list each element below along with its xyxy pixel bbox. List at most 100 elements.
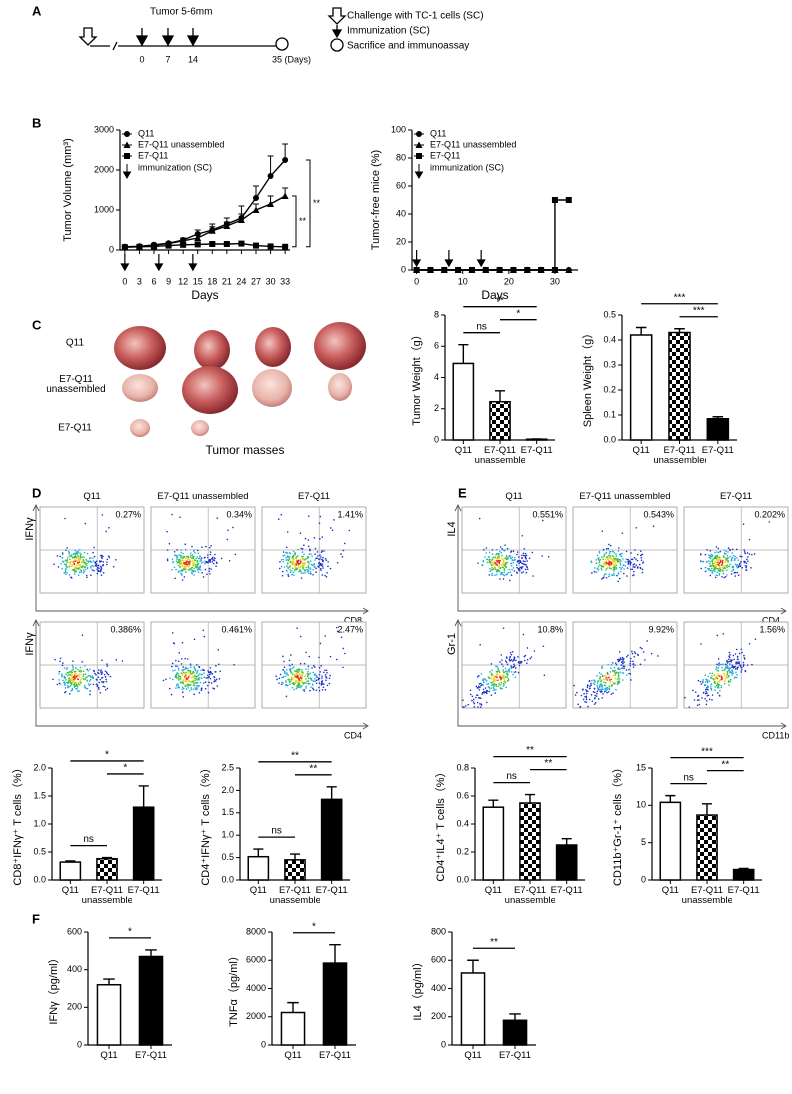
flow-dot bbox=[344, 543, 346, 545]
flow-dot bbox=[489, 671, 491, 673]
flow-dot bbox=[510, 652, 512, 654]
flow-dot bbox=[86, 669, 88, 671]
flow-percent: 0.386% bbox=[110, 624, 141, 634]
flow-dot bbox=[705, 674, 707, 676]
flow-column-label: E7-Q11 unassembled bbox=[575, 492, 675, 502]
flow-dot bbox=[287, 562, 289, 564]
flow-dot bbox=[326, 576, 328, 578]
flow-dot bbox=[499, 661, 501, 663]
flow-dot bbox=[499, 687, 501, 689]
flow-dot bbox=[188, 569, 190, 571]
flow-dot bbox=[744, 553, 746, 555]
flow-dot bbox=[68, 674, 70, 676]
flow-dot bbox=[709, 681, 711, 683]
flow-dot bbox=[58, 679, 60, 681]
flow-dot bbox=[79, 552, 81, 554]
flow-dot bbox=[201, 572, 203, 574]
flow-dot bbox=[640, 647, 642, 649]
flow-dot bbox=[194, 679, 196, 681]
flow-dot bbox=[79, 561, 81, 563]
significance-label: *** bbox=[693, 305, 705, 316]
flow-dot bbox=[626, 674, 628, 676]
flow-dot bbox=[499, 578, 501, 580]
flow-dot bbox=[208, 559, 210, 561]
flow-dot bbox=[207, 554, 209, 556]
flow-dot bbox=[722, 565, 724, 567]
flow-dot bbox=[515, 660, 517, 662]
flow-dot bbox=[234, 554, 236, 556]
flow-dot bbox=[308, 563, 310, 565]
flow-dot bbox=[632, 566, 634, 568]
flow-dot bbox=[197, 556, 199, 558]
y-tick-label: 2 bbox=[434, 403, 439, 413]
flow-dot bbox=[54, 659, 56, 661]
flow-dot bbox=[477, 676, 479, 678]
y-tick-label: 0 bbox=[441, 1039, 446, 1049]
flow-dot bbox=[291, 664, 293, 666]
flow-dot bbox=[205, 562, 207, 564]
flow-dot bbox=[512, 674, 514, 676]
flow-dot bbox=[749, 539, 751, 541]
flow-dot bbox=[309, 553, 311, 555]
flow-dot bbox=[293, 558, 295, 560]
flow-dot bbox=[600, 676, 602, 678]
flow-dot bbox=[329, 683, 331, 685]
bar bbox=[139, 956, 162, 1045]
flow-dot bbox=[486, 683, 488, 685]
flow-dot bbox=[619, 553, 621, 555]
significance-label: ** bbox=[299, 216, 307, 226]
flow-dot bbox=[483, 689, 485, 691]
flow-dot bbox=[99, 560, 101, 562]
flow-dot bbox=[307, 561, 309, 563]
flow-dot bbox=[83, 671, 85, 673]
flow-dot bbox=[190, 665, 192, 667]
point bbox=[180, 242, 186, 248]
flow-dot bbox=[604, 561, 606, 563]
flow-dot bbox=[336, 659, 338, 661]
flow-dot bbox=[523, 552, 525, 554]
flow-dot bbox=[341, 636, 343, 638]
flow-dot bbox=[501, 548, 503, 550]
flow-dot bbox=[498, 683, 500, 685]
flow-dot bbox=[65, 687, 67, 689]
flow-dot bbox=[193, 684, 195, 686]
flow-dot bbox=[208, 682, 210, 684]
flow-dot bbox=[183, 679, 185, 681]
flow-dot bbox=[711, 556, 713, 558]
flow-dot bbox=[747, 664, 749, 666]
error-bar bbox=[467, 960, 479, 973]
flow-dot bbox=[529, 557, 531, 559]
flow-percent: 2.47% bbox=[337, 624, 363, 634]
flow-dot bbox=[724, 673, 726, 675]
flow-dot bbox=[717, 681, 719, 683]
flow-dot bbox=[515, 676, 517, 678]
flow-dot bbox=[480, 703, 482, 705]
flow-dot bbox=[53, 564, 55, 566]
flow-dot bbox=[502, 666, 504, 668]
flow-dot bbox=[165, 679, 167, 681]
y-tick-label: 60 bbox=[396, 180, 406, 190]
flow-dot bbox=[724, 577, 726, 579]
flow-dot bbox=[74, 573, 76, 575]
flow-dot bbox=[171, 514, 173, 516]
flow-dot bbox=[80, 557, 82, 559]
flow-dot bbox=[71, 672, 73, 674]
flow-dot bbox=[489, 687, 491, 689]
flow-dot bbox=[641, 559, 643, 561]
flow-dot bbox=[509, 657, 511, 659]
flow-dot bbox=[324, 575, 326, 577]
flow-dot bbox=[69, 680, 71, 682]
flow-dot bbox=[713, 674, 715, 676]
flow-dot bbox=[208, 570, 210, 572]
flow-dot bbox=[637, 654, 639, 656]
flow-dot bbox=[62, 557, 64, 559]
flow-dot bbox=[57, 684, 59, 686]
flow-dot bbox=[543, 645, 545, 647]
flow-dot bbox=[586, 697, 588, 699]
flow-dot bbox=[192, 676, 194, 678]
bar bbox=[631, 335, 652, 440]
flow-dot bbox=[477, 695, 479, 697]
flow-dot bbox=[622, 665, 624, 667]
y-axis-label: Tumor-free mice (%) bbox=[370, 150, 382, 250]
flow-dot bbox=[201, 687, 203, 689]
